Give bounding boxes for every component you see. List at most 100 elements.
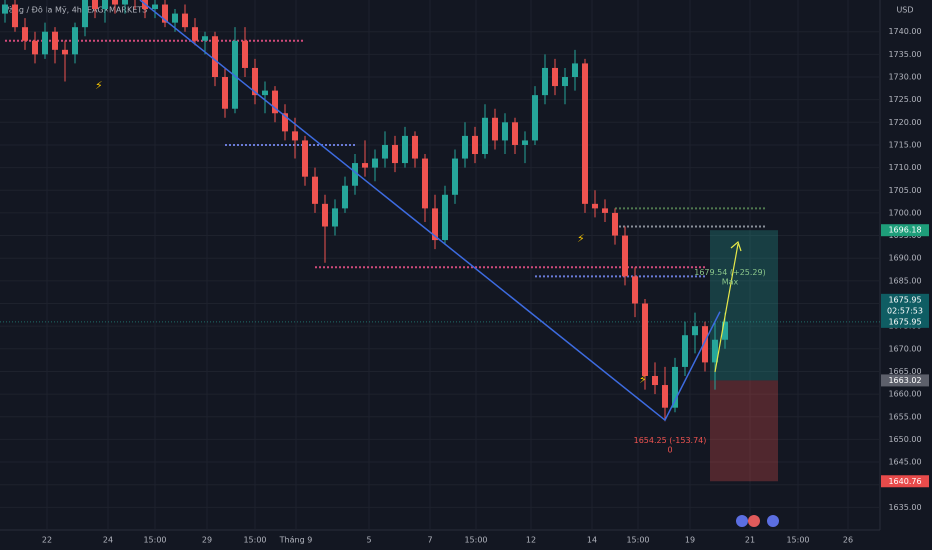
y-tick-label: 1730.00 [888, 73, 921, 82]
event-icon[interactable] [748, 515, 760, 527]
y-tick-label: 1660.00 [888, 390, 921, 399]
candle-body [452, 158, 458, 195]
candle-body [712, 339, 718, 363]
candle-body [122, 0, 128, 5]
annotation: Max [722, 278, 739, 287]
y-tick-label: 1710.00 [888, 163, 921, 172]
y-tick-label: 1690.00 [888, 254, 921, 263]
stop-loss-tag: 1640.76 [888, 477, 921, 486]
candle-body [522, 140, 528, 145]
candle-body [382, 144, 388, 159]
x-tick-label: 7 [427, 536, 432, 545]
candle-body [292, 131, 298, 141]
candle-body [212, 36, 218, 78]
trend-line [139, 0, 721, 422]
candle-body [392, 144, 398, 164]
last-price-tag: 1675.95 [888, 317, 921, 326]
y-tick-label: 1650.00 [888, 435, 921, 444]
y-tick-label: 1735.00 [888, 50, 921, 59]
y-tick-label: 1645.00 [888, 458, 921, 467]
candle-body [332, 208, 338, 227]
candle-body [152, 4, 158, 10]
candle-body [202, 36, 208, 41]
candle-body [242, 40, 248, 68]
candle-body [702, 326, 708, 363]
x-tick-label: 19 [685, 536, 695, 545]
projection-arrow [714, 243, 739, 373]
candle-body [672, 366, 678, 408]
loss-zone [710, 380, 778, 482]
candle-body [52, 31, 58, 50]
event-icon[interactable] [767, 515, 779, 527]
candle-body [552, 67, 558, 87]
candle-body [612, 212, 618, 236]
x-tick-label: 15:00 [143, 536, 166, 545]
candle-body [462, 135, 468, 159]
icon: ⚡ [577, 232, 585, 245]
candle-body [652, 375, 658, 386]
x-tick-label: 15:00 [786, 536, 809, 545]
candle-body [682, 335, 688, 367]
candle-body [362, 163, 368, 168]
candle-body [632, 276, 638, 304]
candle-body [322, 203, 328, 227]
candle-body [492, 117, 498, 141]
x-tick-label: 14 [587, 536, 597, 545]
candle-body [532, 95, 538, 141]
annotation: 1679.54 (+25.29) [694, 268, 765, 277]
candle-body [642, 303, 648, 376]
candle-body [432, 208, 438, 241]
y-tick-label: 1700.00 [888, 208, 921, 217]
candle-body [222, 77, 228, 109]
y-tick-label: 1655.00 [888, 412, 921, 421]
candle-body [192, 27, 198, 41]
candle-body [162, 4, 168, 23]
x-tick-label: 12 [526, 536, 536, 545]
candle-body [312, 176, 318, 204]
candle-body [722, 321, 728, 340]
profit-zone [710, 230, 778, 381]
y-tick-label: 1665.00 [888, 367, 921, 376]
candle-body [62, 49, 68, 55]
candle-body [692, 326, 698, 336]
candle-body [482, 117, 488, 155]
candle-body [442, 194, 448, 241]
candle-body [562, 77, 568, 87]
candle-body [502, 122, 508, 141]
take-profit-tag: 1696.18 [888, 226, 921, 235]
candle-body [582, 63, 588, 204]
stop-loss-tag-bg [881, 475, 929, 488]
y-tick-label: 1635.00 [888, 503, 921, 512]
candle-body [592, 203, 598, 209]
take-profit-tag-bg [881, 224, 929, 237]
x-tick-label: 21 [745, 536, 755, 545]
candle-body [622, 235, 628, 277]
y-tick-label: 1685.00 [888, 276, 921, 285]
last-price-tag: 1675.95 [888, 295, 921, 304]
candle-body [402, 135, 408, 164]
y-tick-label: 1715.00 [888, 140, 921, 149]
candle-body [182, 13, 188, 28]
candle-body [22, 27, 28, 41]
candle-body [662, 385, 668, 408]
x-tick-label: 29 [202, 536, 212, 545]
candle-body [82, 0, 88, 28]
entry-tag-bg [881, 374, 929, 387]
candle-body [372, 158, 378, 168]
x-tick-label: 22 [42, 536, 52, 545]
icon: ⚡ [95, 79, 103, 92]
candle-body [2, 4, 8, 14]
candle-body [572, 63, 578, 78]
x-tick-label: Tháng 9 [279, 536, 313, 545]
projection-arrow-head [730, 240, 742, 252]
candle-body [542, 67, 548, 96]
countdown: 02:57:53 [887, 306, 923, 315]
legend-title: Vàng / Đô la Mỹ, 4h, EAGXMARKETS [4, 5, 147, 15]
annotation: 0 [667, 445, 672, 454]
event-icon[interactable] [736, 515, 748, 527]
x-tick-label: 24 [103, 536, 113, 545]
candle-body [412, 135, 418, 159]
